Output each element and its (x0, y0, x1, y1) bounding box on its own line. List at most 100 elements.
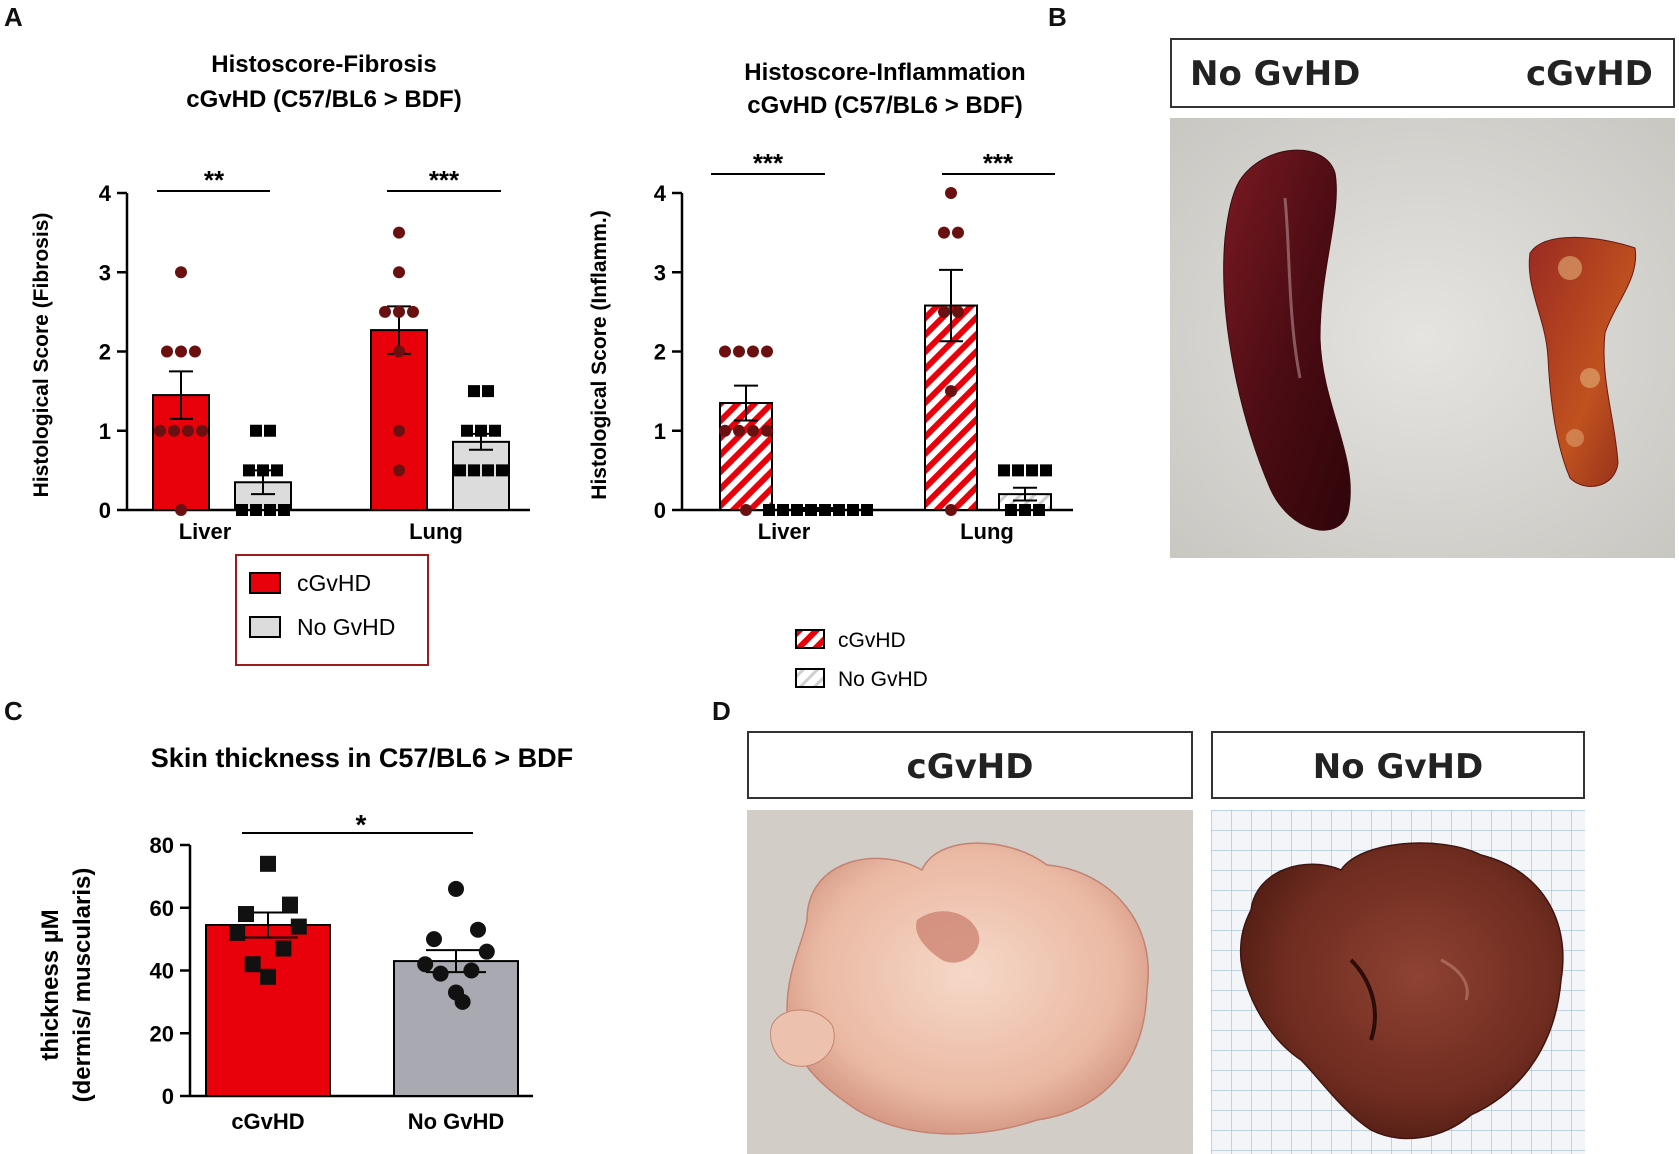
skin-data-point (426, 931, 442, 948)
fibrosis-title-line1: Histoscore-Fibrosis (211, 51, 436, 78)
inflammation-data-point (861, 504, 873, 516)
fibrosis-data-point (243, 464, 255, 477)
skin-data-point (260, 855, 276, 872)
inflammation-y-tick-label: 4 (654, 181, 667, 206)
fibrosis-data-point (250, 504, 262, 516)
fibrosis-data-point (468, 464, 480, 477)
fibrosis-chart: Histoscore-Fibrosis cGvHD (C57/BL6 > BDF… (30, 51, 530, 666)
inflammation-data-point (761, 424, 773, 437)
skin-data-point (448, 880, 464, 897)
inflammation-chart: Histoscore-Inflammation cGvHD (C57/BL6 >… (588, 59, 1073, 691)
skin-data-point (417, 956, 434, 973)
fibrosis-data-point (175, 345, 187, 358)
fibrosis-data-point (393, 424, 405, 437)
photo-d-label-left: cGvHD (906, 747, 1034, 787)
inflammation-data-point (740, 504, 752, 516)
inflammation-title-line2: cGvHD (C57/BL6 > BDF) (747, 92, 1022, 119)
skin-bar-cgvhd (205, 924, 331, 1097)
photo-d-label-right: No GvHD (1312, 747, 1484, 787)
photo-d-header-left: cGvHD (747, 731, 1193, 799)
photo-d-liver-no-gvhd (1211, 810, 1585, 1154)
fibrosis-y-tick-label: 3 (99, 260, 111, 285)
skin-y-tick-label: 40 (150, 959, 174, 984)
fibrosis-data-point (482, 385, 494, 398)
fibrosis-x-tick-lung: Lung (409, 519, 463, 544)
skin-data-point (463, 962, 480, 979)
fibrosis-y-tick-label: 2 (99, 340, 111, 365)
inflammation-y-tick-label: 0 (654, 498, 666, 523)
skin-x-tick-cgvhd: cGvHD (231, 1109, 304, 1134)
inflammation-data-point (763, 504, 775, 516)
inflammation-y-tick-label: 1 (654, 419, 666, 444)
inflammation-data-point (747, 424, 759, 437)
fibrosis-data-point (236, 504, 248, 516)
skin-data-point (290, 918, 307, 935)
photo-b-header: No GvHD cGvHD (1170, 38, 1675, 108)
skin-data-point (275, 940, 292, 957)
inflammation-data-point (777, 504, 789, 516)
inflammation-data-point (733, 424, 745, 437)
fibrosis-data-point (250, 424, 262, 437)
fibrosis-y-axis-label: Histological Score (Fibrosis) (30, 213, 53, 498)
fibrosis-data-point (482, 464, 494, 477)
fibrosis-data-point (161, 345, 173, 358)
fibrosis-y-tick-label: 0 (99, 498, 111, 523)
inflammation-data-point (791, 504, 803, 516)
photo-b-drawing (1170, 118, 1675, 558)
fibrosis-x-tick-liver: Liver (179, 519, 232, 544)
inflammation-significance-lung: *** (983, 148, 1014, 178)
fibrosis-data-point (407, 305, 419, 318)
fibrosis-data-point (393, 464, 405, 477)
skin-y-tick-label: 80 (150, 833, 174, 858)
fibrosis-y-tick-label: 1 (99, 419, 111, 444)
skin-data-point (244, 956, 261, 973)
fibrosis-significance-liver: ** (204, 165, 225, 195)
fibrosis-legend-label-nogvhd: No GvHD (297, 614, 395, 640)
fibrosis-data-point (257, 464, 269, 477)
photo-d-right-drawing (1211, 810, 1585, 1154)
inflammation-data-point (1012, 464, 1024, 477)
inflammation-data-point (1005, 504, 1017, 516)
inflammation-data-point (833, 504, 845, 516)
inflammation-data-point (945, 504, 957, 516)
skin-y-tick-label: 20 (150, 1021, 174, 1046)
skin-chart: Skin thickness in C57/BL6 > BDF thicknes… (37, 743, 573, 1134)
fibrosis-data-point (278, 504, 290, 516)
liver-no-gvhd-shape (1239, 842, 1564, 1140)
fibrosis-data-point (175, 504, 187, 516)
skin-y-axis-label-line1: thickness µM (37, 909, 64, 1060)
photo-d-header-right: No GvHD (1211, 731, 1585, 799)
inflammation-data-point (998, 464, 1010, 477)
photo-b-spleens (1170, 118, 1675, 558)
skin-data-point (282, 896, 298, 913)
inflammation-legend-swatch-nogvhd (795, 668, 825, 688)
skin-data-point (470, 921, 486, 938)
inflammation-data-point (1033, 504, 1045, 516)
spleen-no-gvhd (1223, 149, 1351, 531)
inflammation-y-axis-label: Histological Score (Inflamm.) (588, 210, 611, 499)
liver-cgvhd-shape (786, 842, 1149, 1135)
fibrosis-data-point (496, 464, 508, 477)
inflammation-data-point (952, 305, 964, 318)
fibrosis-data-point (175, 266, 187, 279)
fibrosis-data-point (182, 424, 194, 437)
fibrosis-data-point (264, 504, 276, 516)
inflammation-legend-label-cgvhd: cGvHD (838, 629, 906, 652)
inflammation-x-tick-liver: Liver (758, 519, 811, 544)
fibrosis-bar-lung-cgvhd (370, 329, 428, 512)
inflammation-data-point (945, 385, 957, 398)
inflammation-data-point (952, 226, 964, 239)
skin-y-axis-label-line2: (dermis/ muscularis) (69, 868, 96, 1103)
fibrosis-legend-swatch-nogvhd (249, 616, 281, 638)
fibrosis-data-point (196, 424, 208, 437)
fibrosis-legend-label-cgvhd: cGvHD (297, 570, 371, 596)
fibrosis-data-point (393, 305, 405, 318)
inflammation-data-point (719, 424, 731, 437)
fibrosis-data-point (264, 424, 276, 437)
fibrosis-data-point (189, 345, 201, 358)
fibrosis-y-tick-label: 4 (99, 181, 112, 206)
inflammation-data-point (819, 504, 831, 516)
fibrosis-data-point (454, 464, 466, 477)
inflammation-legend-label-nogvhd: No GvHD (838, 668, 928, 691)
